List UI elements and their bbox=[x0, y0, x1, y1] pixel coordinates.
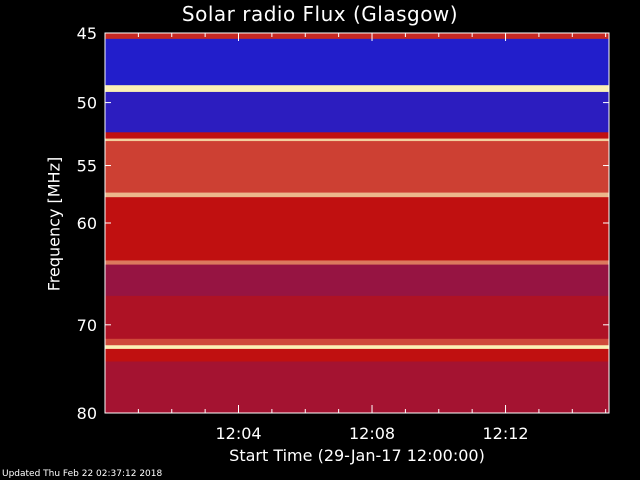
chart-title: Solar radio Flux (Glasgow) bbox=[181, 2, 459, 26]
heatmap-band-13 bbox=[105, 345, 609, 350]
heatmap-band-14 bbox=[105, 348, 609, 363]
x-tick-label: 12:12 bbox=[482, 424, 528, 443]
heatmap-band-2 bbox=[105, 85, 609, 93]
y-tick-label: 60 bbox=[77, 214, 97, 233]
y-tick-label: 80 bbox=[77, 404, 97, 423]
heatmap-band-11 bbox=[105, 295, 609, 340]
y-tick-label: 50 bbox=[77, 94, 97, 113]
heatmap-band-15 bbox=[105, 361, 609, 413]
heatmap-band-10 bbox=[105, 264, 609, 297]
heatmap-band-3 bbox=[105, 91, 609, 133]
heatmap-band-1 bbox=[105, 38, 609, 86]
heatmap-band-12 bbox=[105, 338, 609, 346]
x-tick-label: 12:04 bbox=[215, 424, 261, 443]
y-axis: 45 50 55 60 70 80 bbox=[77, 24, 609, 423]
updated-timestamp: Updated Thu Feb 22 02:37:12 2018 bbox=[2, 469, 163, 479]
heatmap-band-6 bbox=[105, 141, 609, 194]
x-tick-label: 12:08 bbox=[349, 424, 395, 443]
heatmap-band-4 bbox=[105, 132, 609, 140]
x-axis: 12:04 12:08 12:12 bbox=[137, 33, 607, 443]
heatmap-band-9 bbox=[105, 260, 609, 266]
y-tick-label: 70 bbox=[77, 316, 97, 335]
y-tick-label: 55 bbox=[77, 157, 97, 176]
heatmap-band-8 bbox=[105, 197, 609, 261]
x-axis-label: Start Time (29-Jan-17 12:00:00) bbox=[229, 446, 485, 465]
y-axis-label: Frequency [MHz] bbox=[44, 156, 64, 292]
heatmap-band-7 bbox=[105, 192, 609, 198]
heatmap-band-5 bbox=[105, 138, 609, 142]
heatmap-area bbox=[105, 33, 609, 413]
y-tick-label: 45 bbox=[77, 24, 97, 43]
heatmap-band-0 bbox=[105, 33, 609, 40]
